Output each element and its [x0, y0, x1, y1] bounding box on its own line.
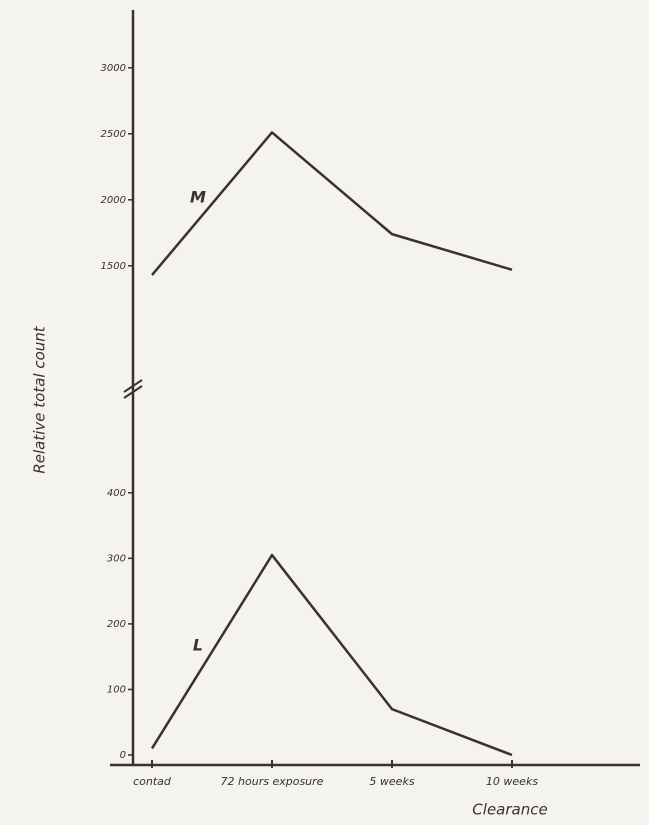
y-tick-label: 200: [107, 619, 126, 630]
x-tick-label: 72 hours exposure: [221, 775, 324, 788]
y-tick-label: 100: [107, 684, 126, 695]
y-tick-label: 2500: [101, 129, 126, 140]
y-axis-label: Relative total count: [31, 325, 49, 473]
x-tick-label: 5 weeks: [369, 775, 414, 788]
y-tick-label: 2000: [101, 195, 126, 206]
y-tick-label: 0: [120, 750, 126, 761]
y-tick-label: 400: [107, 488, 126, 499]
y-tick-label: 3000: [101, 63, 126, 74]
background: [0, 0, 649, 825]
series-label: M: [190, 187, 206, 206]
y-tick-label: 300: [107, 553, 126, 564]
x-tick-label: 10 weeks: [486, 775, 538, 788]
series-label: L: [193, 635, 203, 654]
x-axis-label: Clearance: [472, 801, 547, 819]
x-tick-label: contad: [133, 775, 172, 788]
y-tick-label: 1500: [101, 261, 126, 272]
chart: contad 72 hours exposure 5 weeks 10 weeks Cl…: [0, 0, 649, 825]
